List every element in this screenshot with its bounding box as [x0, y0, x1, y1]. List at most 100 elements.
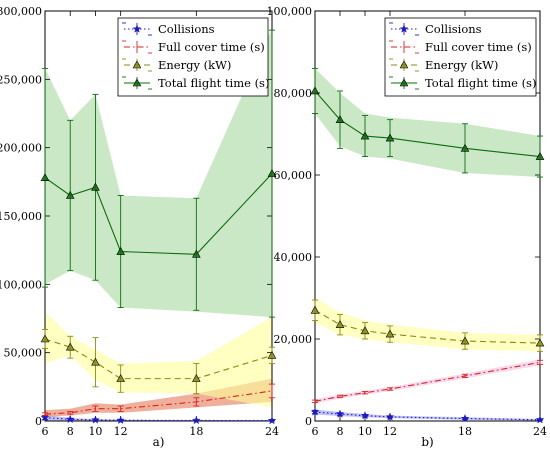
legend-marker — [132, 24, 142, 33]
legend: Collisions Full cover time (s) Energy (kW)… — [117, 17, 269, 97]
band-1 — [315, 359, 540, 404]
y-tick-label: 0 — [35, 415, 42, 428]
y-tick-label: 300,000 — [0, 5, 42, 18]
data-point — [335, 320, 345, 328]
legend-label: Full cover time (s) — [425, 40, 532, 54]
series-3 — [310, 67, 545, 178]
y-tick-label: 50,000 — [4, 347, 43, 360]
data-point — [385, 412, 395, 421]
legend-marker — [132, 78, 142, 87]
x-tick-label: 6 — [42, 425, 49, 438]
data-point — [460, 143, 470, 152]
series-2 — [40, 328, 277, 395]
x-tick-label: 24 — [533, 425, 547, 438]
series-line — [314, 90, 541, 158]
data-point — [192, 249, 201, 258]
data-point — [535, 151, 545, 160]
legend-marker — [399, 24, 409, 33]
data-point — [40, 413, 50, 422]
data-point — [535, 338, 545, 347]
data-point — [360, 131, 370, 140]
x-tick-label: 8 — [67, 425, 74, 438]
legend-label: Energy (kW) — [425, 58, 498, 72]
band-0 — [315, 409, 540, 421]
series-line — [314, 361, 541, 402]
chart-panel-a: 0 50,000 100,000 150,000 200,000 250,000 300,0… — [0, 5, 279, 449]
chart-panel-b: 0 20,000 40,000 60,000 80,000 100,000 6 8 10 12 18… — [267, 5, 548, 449]
plot-frame — [314, 10, 541, 422]
series-line — [314, 309, 541, 344]
legend-label: Collisions — [158, 22, 215, 36]
data-point — [385, 329, 395, 338]
data-point — [360, 326, 370, 335]
data-point — [91, 182, 100, 191]
band-1 — [45, 378, 272, 417]
series-0 — [40, 413, 277, 425]
y-tick-label: 80,000 — [274, 87, 313, 100]
band-2 — [315, 298, 540, 352]
x-tick-label: 10 — [88, 425, 102, 438]
series-line — [44, 338, 273, 380]
legend: Collisions Full cover time (s) Energy (kW)… — [384, 17, 536, 97]
x-tick-label: 12 — [114, 425, 128, 438]
x-tick-label: 6 — [312, 425, 319, 438]
series-1 — [42, 383, 275, 416]
x-tick-label: 12 — [383, 425, 397, 438]
y-tick-label: 100,000 — [0, 278, 42, 291]
data-point — [385, 133, 395, 142]
legend-label: Full cover time (s) — [158, 40, 265, 54]
legend-label: Energy (kW) — [158, 58, 231, 72]
panel-label: b) — [421, 435, 433, 449]
legend-label: Total flight time (s) — [425, 76, 536, 90]
data-point — [335, 409, 345, 418]
data-point — [65, 342, 75, 351]
y-tick-label: 60,000 — [274, 169, 313, 182]
series-3 — [40, 29, 277, 318]
y-tick-label: 100,000 — [267, 5, 313, 18]
series-1 — [312, 359, 543, 403]
series-line — [44, 173, 273, 255]
data-point — [65, 414, 75, 424]
x-tick-label: 8 — [337, 425, 344, 438]
data-point — [335, 115, 345, 123]
band-3 — [45, 28, 272, 318]
data-point — [40, 334, 50, 343]
series-0 — [310, 407, 545, 424]
x-tick-label: 24 — [265, 425, 279, 438]
y-tick-label: 250,000 — [0, 73, 42, 86]
legend-label: Total flight time (s) — [158, 76, 269, 90]
band-0 — [45, 414, 272, 421]
data-point — [310, 86, 320, 95]
series-line — [44, 417, 273, 422]
y-tick-label: 20,000 — [274, 333, 313, 346]
data-point — [191, 415, 201, 425]
series-line — [314, 411, 541, 421]
data-point — [310, 305, 320, 314]
data-point — [460, 336, 470, 345]
data-point — [116, 415, 126, 425]
data-point — [192, 374, 201, 382]
data-point — [267, 169, 277, 177]
data-point — [360, 411, 370, 420]
legend-marker — [399, 60, 409, 69]
y-tick-label: 0 — [305, 415, 312, 428]
x-tick-label: 18 — [189, 425, 203, 438]
data-point — [310, 407, 320, 416]
series-line — [44, 390, 273, 415]
data-point — [91, 415, 100, 424]
legend-marker — [132, 60, 142, 69]
y-tick-label: 40,000 — [274, 251, 313, 264]
legend-marker — [399, 78, 409, 87]
x-tick-label: 10 — [358, 425, 372, 438]
data-point — [116, 374, 125, 382]
x-tick-label: 18 — [458, 425, 472, 438]
y-tick-label: 200,000 — [0, 142, 42, 155]
panel-label: a) — [153, 435, 165, 449]
data-point — [460, 413, 470, 423]
data-point — [116, 246, 125, 255]
data-point — [91, 357, 100, 366]
data-point — [65, 190, 75, 199]
series-2 — [310, 299, 545, 352]
band-2 — [45, 311, 272, 408]
